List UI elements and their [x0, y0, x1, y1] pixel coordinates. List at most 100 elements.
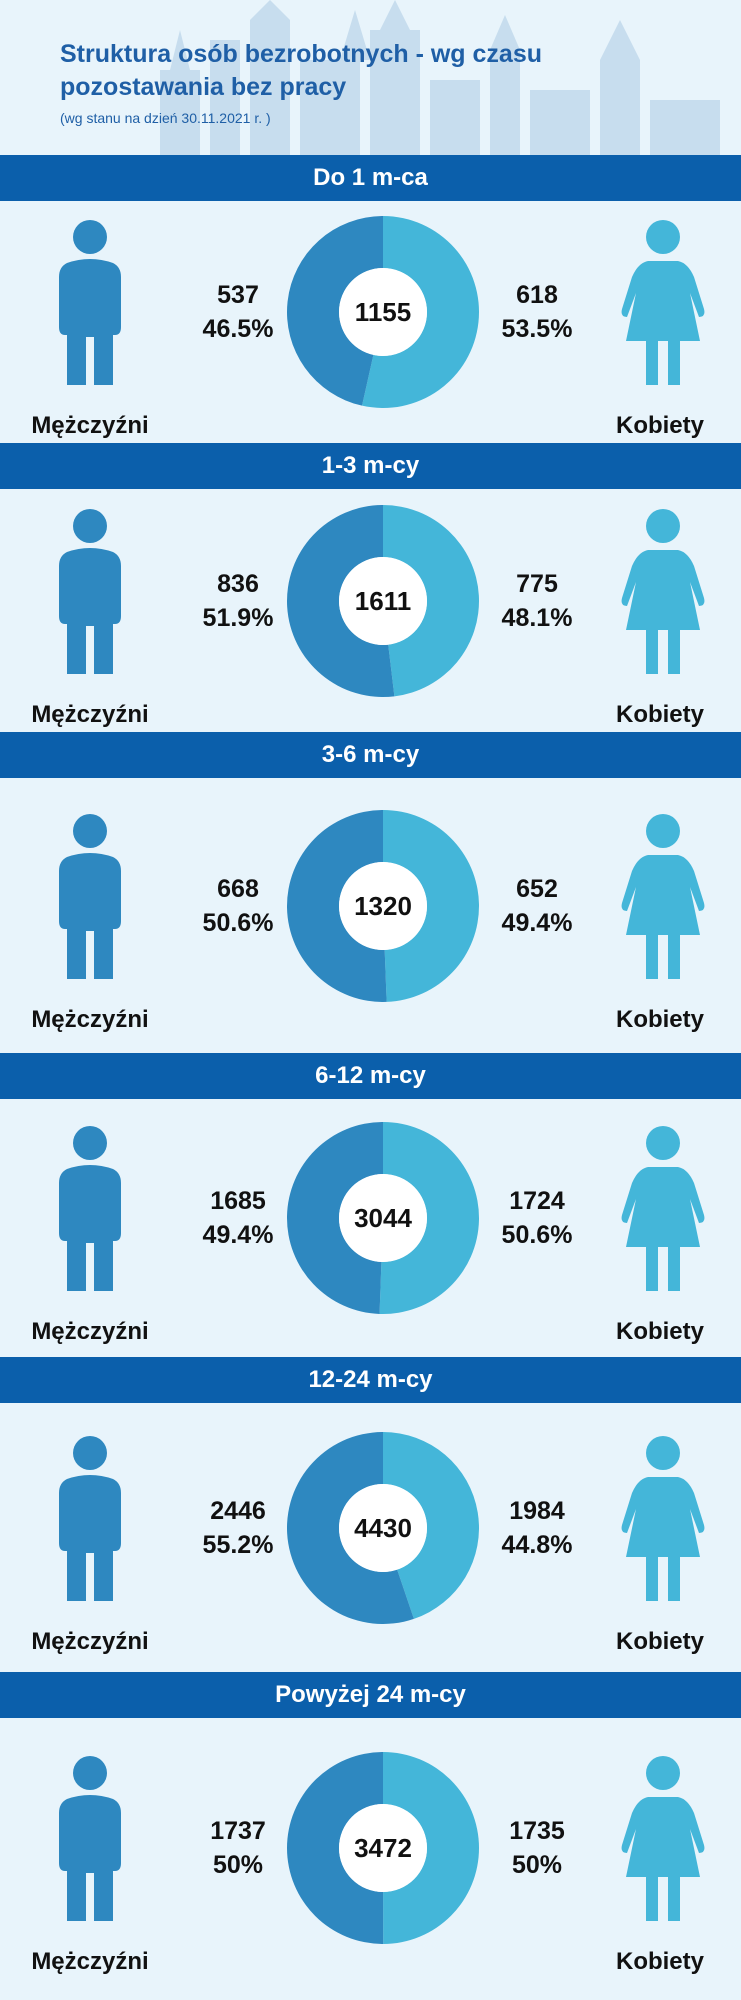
donut-svg: 1320: [286, 809, 479, 1002]
donut-chart: 4430: [283, 1428, 483, 1633]
women-value: 1735 50%: [482, 1814, 592, 1882]
woman-icon: [618, 506, 708, 681]
men-percent: 50%: [212, 1851, 264, 1879]
women-value: 652 49.4%: [482, 872, 592, 940]
women-slice: [379, 1122, 479, 1314]
men-value: 836 51.9%: [183, 567, 293, 635]
men-value: 1737 50%: [183, 1814, 293, 1882]
men-percent: 50.6%: [202, 908, 274, 937]
men-label: Mężczyźni: [31, 1627, 149, 1655]
men-count: 1685: [210, 1187, 266, 1215]
section-band: 3-6 m-cy: [0, 732, 741, 778]
chart-section: Powyżej 24 m-cy Mężczyźni Kobiety 1737 50% 17…: [0, 1672, 741, 1998]
donut-chart: 3472: [283, 1748, 483, 1953]
men-count: 2446: [210, 1496, 266, 1525]
women-percent: 53.5%: [501, 315, 573, 343]
women-percent: 48.1%: [501, 603, 573, 632]
donut-chart: 1611: [283, 501, 483, 706]
woman-icon: [618, 1123, 708, 1298]
men-slice: [286, 809, 387, 1002]
women-slice: [383, 1752, 480, 1944]
women-count: 775: [516, 569, 558, 598]
women-count: 1984: [509, 1496, 565, 1525]
chart-section: 1-3 m-cy Mężczyźni Kobiety 836 51.9% 775 48.1%…: [0, 443, 741, 732]
donut-svg: 1155: [286, 216, 479, 408]
section-row: Mężczyźni Kobiety 836 51.9% 775 48.1% 1611: [0, 489, 741, 732]
donut-hole: [339, 1804, 427, 1892]
women-slice: [362, 216, 479, 408]
woman-icon: [618, 1753, 708, 1928]
donut-svg: 4430: [287, 1431, 479, 1624]
men-value: 668 50.6%: [183, 872, 293, 940]
donut-chart: 1320: [283, 806, 483, 1011]
donut-total: 1611: [355, 586, 411, 616]
donut-svg: 3472: [287, 1752, 480, 1944]
man-icon: [55, 506, 125, 681]
women-value: 1984 44.8%: [482, 1494, 592, 1562]
city-skyline-icon: [160, 0, 720, 155]
donut-total: 1320: [354, 891, 412, 921]
men-percent: 46.5%: [202, 315, 274, 343]
women-percent: 44.8%: [501, 1530, 573, 1559]
men-value: 1685 49.4%: [183, 1184, 293, 1252]
donut-hole: [339, 861, 427, 950]
man-icon: [55, 1123, 125, 1298]
women-label: Kobiety: [615, 700, 704, 728]
women-slice: [383, 504, 479, 696]
title-line-2: pozostawania bez pracy: [60, 73, 347, 101]
chart-section: 6-12 m-cy Mężczyźni Kobiety 1685 49.4% 1724 50…: [0, 1053, 741, 1357]
page-title: Struktura osób bezrobotnych - wg czasu p…: [60, 38, 542, 104]
donut-total: 3472: [354, 1833, 412, 1863]
men-slice: [287, 1752, 384, 1944]
men-percent: 49.4%: [202, 1221, 274, 1249]
section-row: Mężczyźni Kobiety 1685 49.4% 1724 50.6% 3044: [0, 1099, 741, 1357]
women-label: Kobiety: [615, 1948, 704, 1975]
woman-icon: [618, 217, 708, 392]
men-label: Mężczyźni: [31, 700, 149, 728]
donut-hole: [339, 1174, 427, 1262]
men-label: Mężczyźni: [31, 1318, 149, 1345]
woman-icon: [618, 811, 708, 986]
men-value: 2446 55.2%: [183, 1494, 293, 1562]
man-icon: [55, 217, 125, 392]
women-count: 1724: [509, 1187, 565, 1215]
men-percent: 51.9%: [202, 603, 274, 632]
women-percent: 50.6%: [501, 1221, 573, 1249]
men-slice: [286, 1122, 383, 1314]
women-value: 618 53.5%: [482, 278, 592, 346]
women-label: Kobiety: [615, 1627, 704, 1655]
donut-svg: 1611: [286, 504, 479, 697]
men-count: 537: [217, 281, 259, 309]
men-label: Mężczyźni: [31, 1005, 149, 1033]
donut-total: 3044: [354, 1203, 412, 1233]
women-slice: [383, 809, 479, 1002]
women-value: 775 48.1%: [482, 567, 592, 635]
women-value: 1724 50.6%: [482, 1184, 592, 1252]
section-band: 6-12 m-cy: [0, 1053, 741, 1099]
men-count: 836: [217, 569, 259, 598]
section-row: Mężczyźni Kobiety 1737 50% 1735 50% 3472: [0, 1718, 741, 1998]
title-line-1: Struktura osób bezrobotnych - wg czasu: [60, 40, 542, 68]
page-subtitle: (wg stanu na dzień 30.11.2021 r. ): [60, 110, 271, 126]
men-count: 1737: [210, 1817, 266, 1845]
donut-svg: 3044: [286, 1122, 479, 1314]
header: Struktura osób bezrobotnych - wg czasu p…: [0, 0, 741, 155]
section-band: 1-3 m-cy: [0, 443, 741, 489]
men-count: 668: [217, 874, 259, 903]
section-band: Do 1 m-ca: [0, 155, 741, 201]
chart-section: 12-24 m-cy Mężczyźni Kobiety 2446 55.2% 1984 4…: [0, 1357, 741, 1672]
woman-icon: [618, 1433, 708, 1608]
women-label: Kobiety: [615, 1005, 704, 1033]
donut-chart: 3044: [283, 1118, 483, 1323]
women-count: 1735: [509, 1817, 565, 1845]
donut-hole: [339, 1483, 427, 1572]
donut-chart: 1155: [283, 212, 483, 417]
men-slice: [286, 504, 395, 697]
men-percent: 55.2%: [202, 1530, 274, 1559]
men-slice: [286, 216, 383, 406]
donut-total: 4430: [354, 1513, 412, 1543]
women-label: Kobiety: [615, 412, 704, 439]
section-band: Powyżej 24 m-cy: [0, 1672, 741, 1718]
donut-total: 1155: [355, 297, 411, 327]
man-icon: [55, 811, 125, 986]
